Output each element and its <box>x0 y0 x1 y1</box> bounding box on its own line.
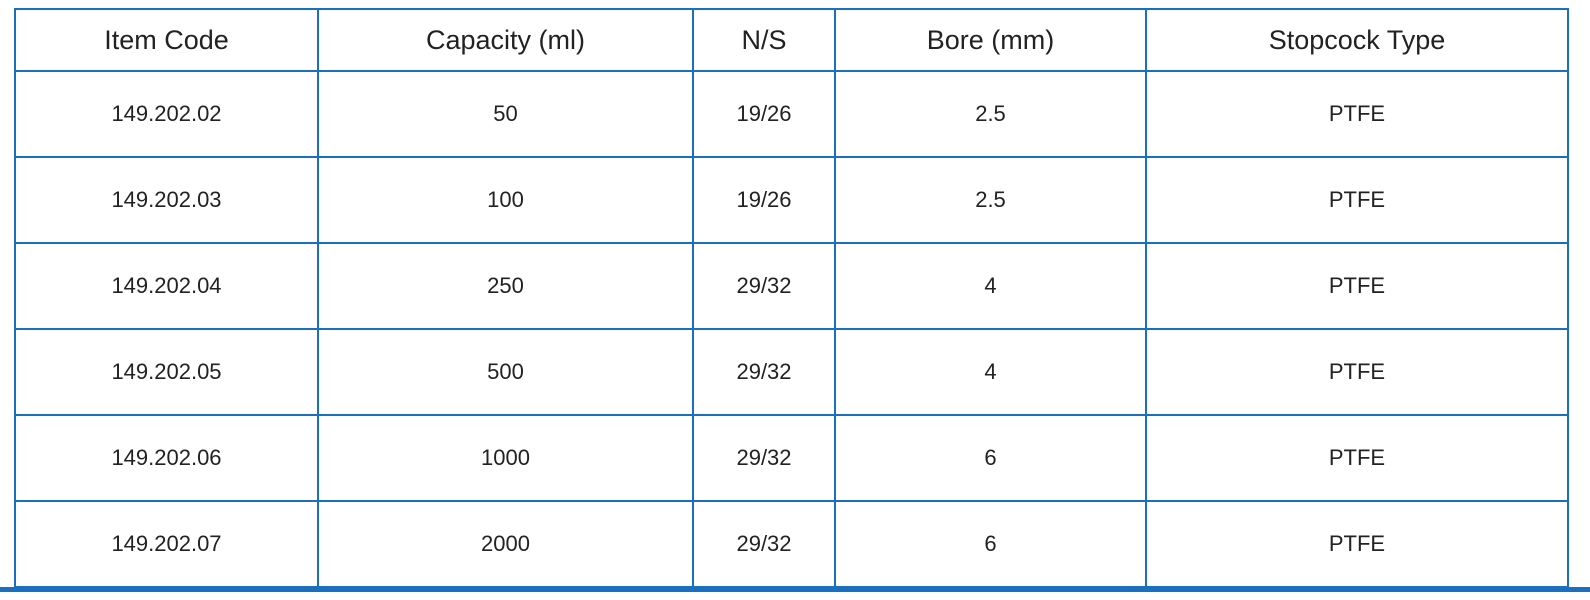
table-cell: PTFE <box>1145 70 1569 158</box>
table-cell: 2000 <box>317 500 694 588</box>
table-cell: PTFE <box>1145 500 1569 588</box>
table-cell: 149.202.02 <box>14 70 319 158</box>
table-cell: 149.202.03 <box>14 156 319 244</box>
table-row: 149.202.02 50 19/26 2.5 PTFE <box>14 70 1569 158</box>
table-cell: 6 <box>834 414 1147 502</box>
table-cell: 29/32 <box>692 414 836 502</box>
header-cell: N/S <box>692 8 836 72</box>
table-cell: PTFE <box>1145 242 1569 330</box>
table-cell: 50 <box>317 70 694 158</box>
table-cell: 100 <box>317 156 694 244</box>
table-row: 149.202.05 500 29/32 4 PTFE <box>14 328 1569 416</box>
header-row: Item Code Capacity (ml) N/S Bore (mm) Stopco… <box>14 8 1569 72</box>
table-cell: 250 <box>317 242 694 330</box>
table-cell: PTFE <box>1145 414 1569 502</box>
table-cell: 4 <box>834 242 1147 330</box>
header-cell: Stopcock Type <box>1145 8 1569 72</box>
table-cell: 149.202.06 <box>14 414 319 502</box>
header-cell: Capacity (ml) <box>317 8 694 72</box>
header-cell: Bore (mm) <box>834 8 1147 72</box>
table-cell: 4 <box>834 328 1147 416</box>
table-cell: 6 <box>834 500 1147 588</box>
table-cell: 29/32 <box>692 328 836 416</box>
table-row: 149.202.04 250 29/32 4 PTFE <box>14 242 1569 330</box>
header-cell: Item Code <box>14 8 319 72</box>
bottom-border <box>0 587 1590 592</box>
table-row: 149.202.07 2000 29/32 6 PTFE <box>14 500 1569 588</box>
table-cell: 500 <box>317 328 694 416</box>
table-body: 149.202.02 50 19/26 2.5 PTFE 149.202.03 100 19/… <box>14 70 1569 588</box>
table-cell: PTFE <box>1145 328 1569 416</box>
table-cell: 29/32 <box>692 500 836 588</box>
table-cell: 149.202.05 <box>14 328 319 416</box>
table-cell: 149.202.07 <box>14 500 319 588</box>
table-cell: 29/32 <box>692 242 836 330</box>
table-cell: 2.5 <box>834 156 1147 244</box>
table-cell: 19/26 <box>692 156 836 244</box>
table-cell: 2.5 <box>834 70 1147 158</box>
product-table: Item Code Capacity (ml) N/S Bore (mm) Stopco… <box>14 8 1569 588</box>
table-cell: 149.202.04 <box>14 242 319 330</box>
table-cell: 1000 <box>317 414 694 502</box>
table-cell: PTFE <box>1145 156 1569 244</box>
table-row: 149.202.06 1000 29/32 6 PTFE <box>14 414 1569 502</box>
table-cell: 19/26 <box>692 70 836 158</box>
table-row: 149.202.03 100 19/26 2.5 PTFE <box>14 156 1569 244</box>
